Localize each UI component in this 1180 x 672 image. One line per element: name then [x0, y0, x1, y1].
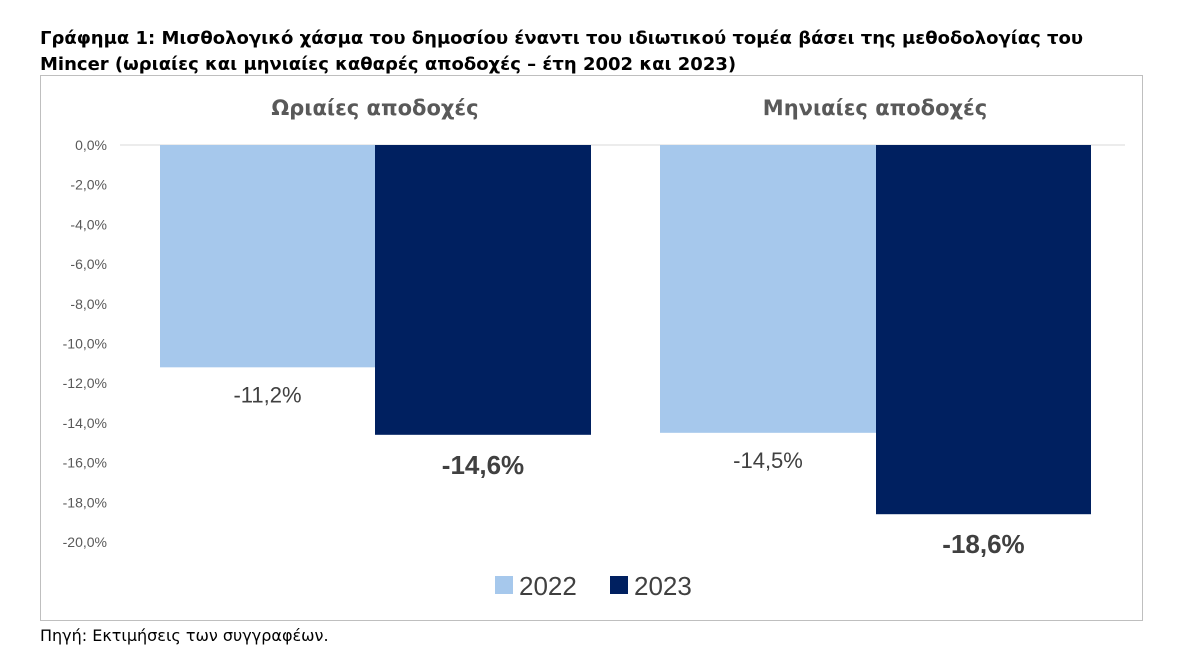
legend-label: 2022 [519, 571, 577, 601]
y-tick-label: -8,0% [70, 296, 107, 312]
bar-2023-monthly [876, 145, 1091, 515]
legend-swatch-2023 [610, 576, 628, 594]
y-tick-label: -2,0% [70, 177, 107, 193]
y-tick-label: 0,0% [75, 137, 107, 153]
y-tick-label: -12,0% [63, 375, 107, 391]
y-tick-label: -14,0% [63, 415, 107, 431]
bars [160, 145, 1091, 515]
data-label: -18,6% [942, 529, 1024, 559]
panel-title: Μηνιαίες αποδοχές [763, 96, 987, 120]
y-tick-label: -10,0% [63, 336, 107, 352]
y-axis-ticks: 0,0% -2,0% -4,0% -6,0% -8,0% -10,0% -12,0% -14,… [63, 137, 107, 550]
bar-2022-monthly [660, 145, 876, 433]
panel-titles: Ωριαίες αποδοχές Μηνιαίες αποδοχές [271, 96, 987, 120]
chart-title: Γράφημα 1: Μισθολογικό χάσμα του δημοσίο… [40, 28, 1084, 75]
bar-2022-hourly [160, 145, 375, 368]
legend-swatch-2022 [495, 576, 513, 594]
bar-2023-hourly [375, 145, 591, 435]
bar-chart: 0,0% -2,0% -4,0% -6,0% -8,0% -10,0% -12,0% -14,… [63, 96, 1125, 601]
y-tick-label: -18,0% [63, 494, 107, 510]
y-tick-label: -6,0% [70, 256, 107, 272]
data-label: -11,2% [233, 382, 301, 407]
panel-title: Ωριαίες αποδοχές [271, 96, 478, 120]
legend: 2022 2023 [495, 571, 692, 601]
legend-label: 2023 [634, 571, 692, 601]
y-tick-label: -16,0% [63, 455, 107, 471]
data-label: -14,6% [442, 450, 524, 480]
y-tick-label: -20,0% [63, 534, 107, 550]
y-tick-label: -4,0% [70, 216, 107, 232]
source-note: Πηγή: Εκτιμήσεις των συγγραφέων. [40, 626, 329, 645]
data-label: -14,5% [733, 448, 803, 473]
data-labels: -11,2% -14,6% -14,5% -18,6% [233, 382, 1024, 559]
